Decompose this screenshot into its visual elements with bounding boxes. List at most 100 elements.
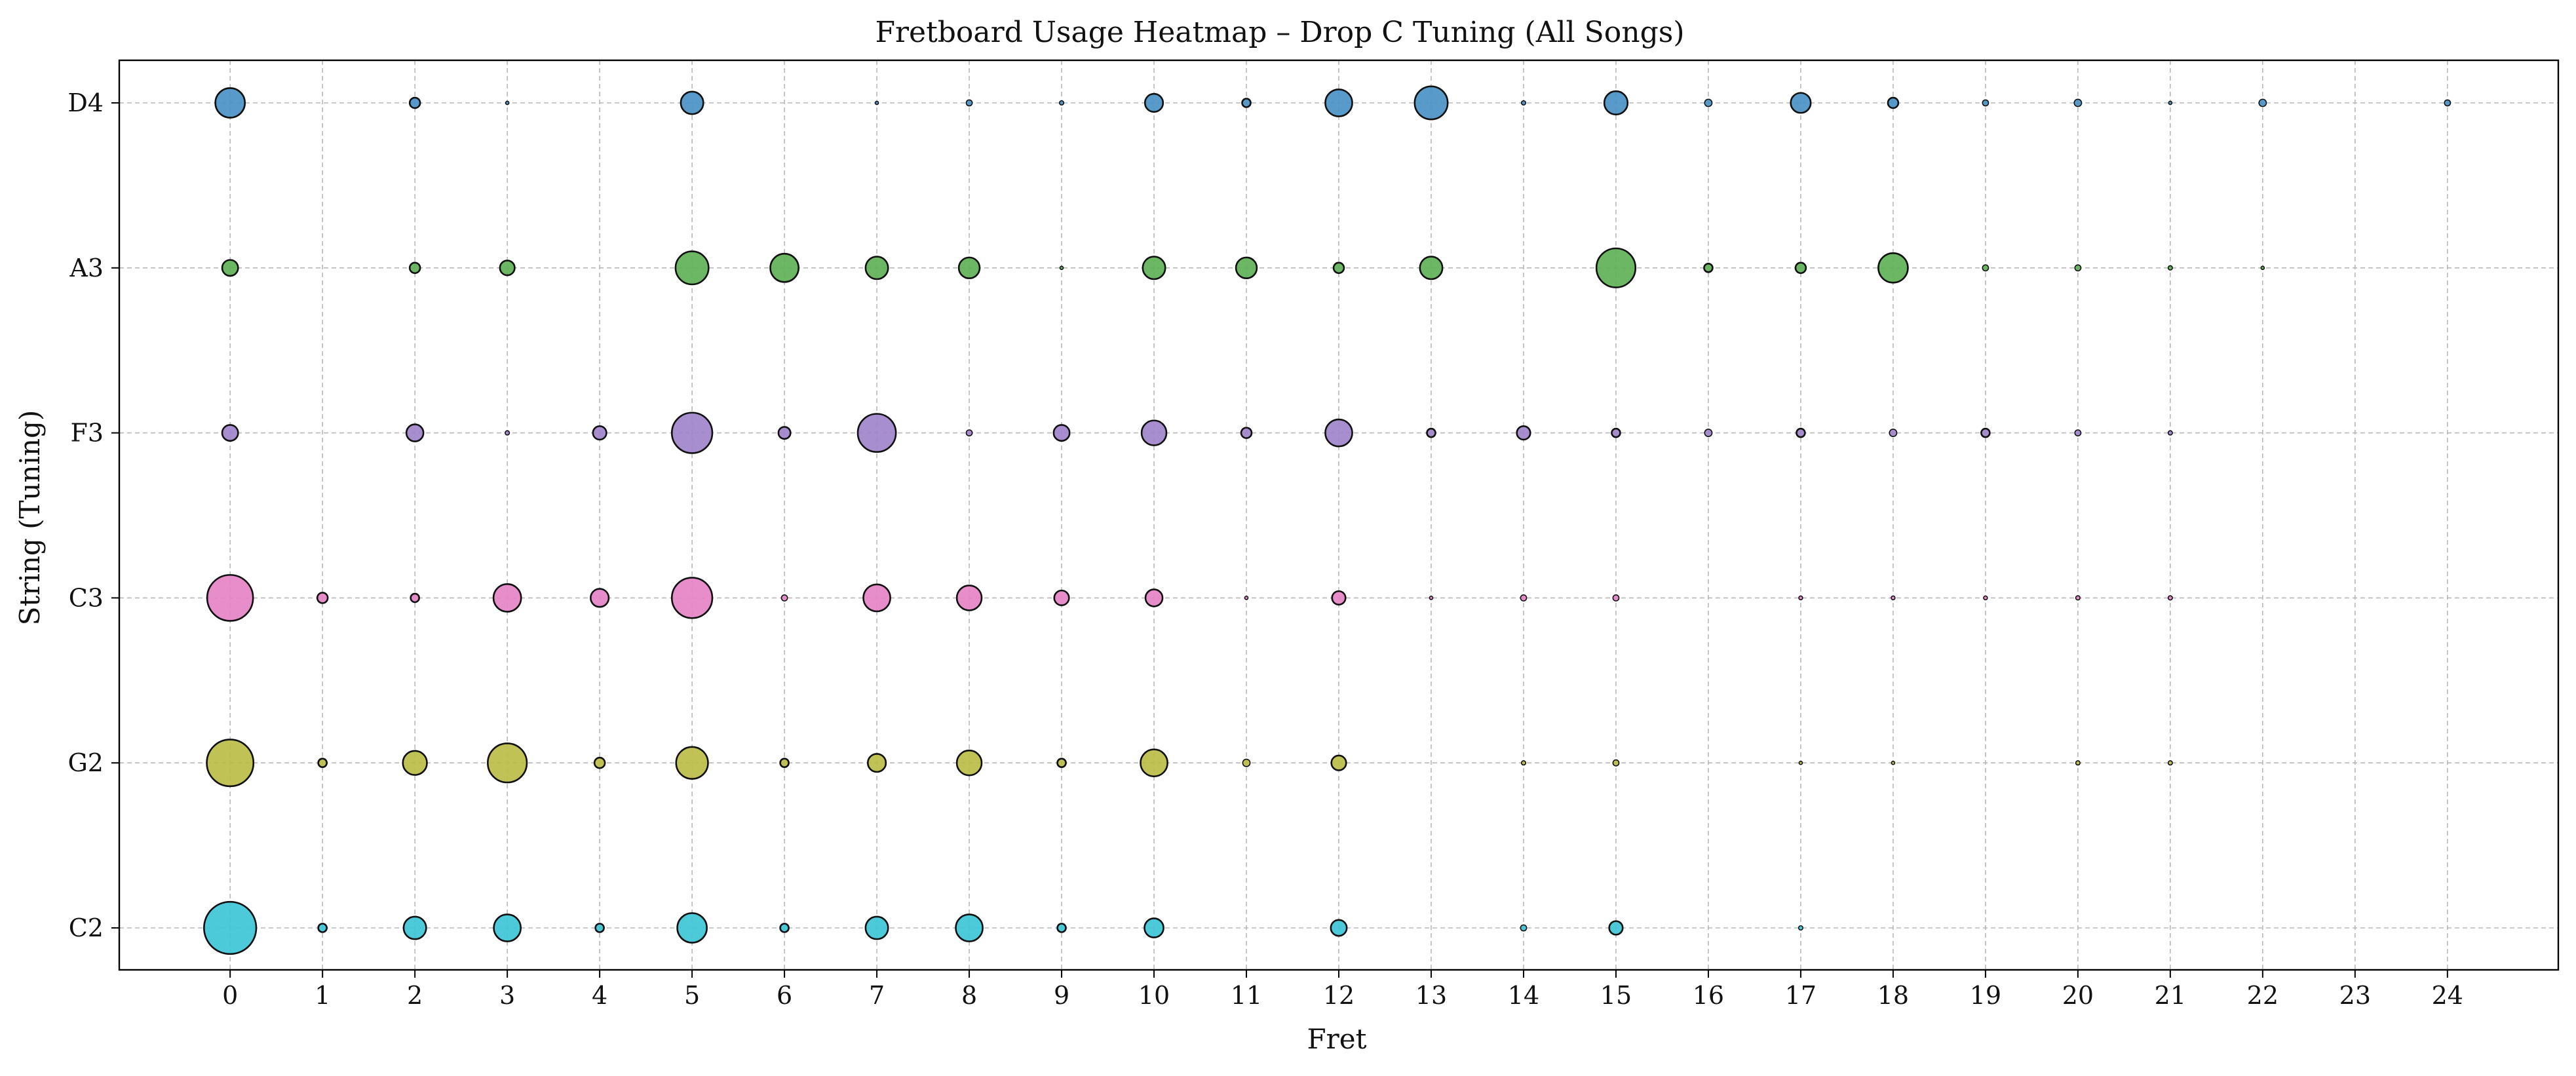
data-point-F3-fret-18 [1889,429,1898,438]
data-point-F3-fret-7 [856,413,897,453]
data-point-C2-fret-0 [203,900,258,955]
data-point-F3-fret-12 [1324,418,1353,448]
data-point-A3-fret-7 [864,256,889,280]
data-point-F3-fret-13 [1426,427,1436,438]
x-tick-label: 11 [1231,981,1262,1010]
x-tick-label: 0 [222,981,238,1010]
data-point-C3-fret-21 [2167,595,2173,601]
y-tick-label: C3 [69,583,104,612]
data-point-G2-fret-2 [402,750,428,776]
data-point-C2-fret-5 [676,912,708,944]
data-point-F3-fret-19 [1980,427,1991,438]
data-point-A3-fret-9 [1059,265,1064,271]
data-point-C3-fret-9 [1053,589,1070,606]
x-tick-label: 10 [1138,981,1170,1010]
data-point-D4-fret-24 [2444,99,2451,107]
data-point-A3-fret-12 [1332,261,1345,275]
data-point-C3-fret-7 [862,583,891,613]
data-point-C2-fret-2 [402,915,427,940]
data-point-C3-fret-11 [1244,596,1249,600]
data-point-C3-fret-12 [1331,590,1347,605]
data-point-A3-fret-21 [2167,265,2173,271]
data-point-G2-fret-12 [1330,754,1347,771]
data-points [203,85,2451,955]
data-point-A3-fret-16 [1703,262,1714,273]
data-point-F3-fret-15 [1611,427,1621,438]
data-point-F3-fret-5 [670,412,714,454]
data-point-A3-fret-20 [2074,264,2082,272]
data-point-D4-fret-20 [2073,98,2083,107]
data-point-F3-fret-16 [1704,429,1713,438]
data-point-G2-fret-10 [1140,748,1168,778]
data-point-D4-fret-13 [1413,85,1449,121]
y-tick-label: G2 [67,748,104,777]
x-tick-label: 16 [1693,981,1724,1010]
data-point-G2-fret-17 [1798,760,1803,765]
data-point-C2-fret-12 [1330,919,1348,937]
data-point-G2-fret-3 [487,742,528,784]
data-point-G2-fret-8 [955,749,983,777]
data-point-G2-fret-0 [206,739,255,788]
x-tick-label: 20 [2062,981,2094,1010]
data-point-G2-fret-14 [1520,760,1527,766]
data-point-D4-fret-2 [408,96,421,109]
y-axis-label: String (Tuning) [14,410,46,626]
data-point-F3-fret-0 [221,424,239,442]
data-point-C3-fret-19 [1983,595,1988,601]
x-tick-label: 14 [1508,981,1539,1010]
data-point-A3-fret-18 [1877,252,1909,284]
data-point-G2-fret-20 [2075,760,2081,766]
x-tick-label: 7 [869,981,885,1010]
data-point-G2-fret-7 [866,753,887,773]
x-tick-label: 23 [2339,981,2371,1010]
data-point-A3-fret-6 [769,252,799,283]
data-point-A3-fret-10 [1142,256,1166,280]
data-point-A3-fret-0 [221,259,239,277]
data-point-A3-fret-19 [1982,264,1990,272]
x-tick-label: 2 [407,981,423,1010]
x-tick-label: 4 [592,981,607,1010]
data-point-F3-fret-17 [1796,427,1806,438]
x-tick-label: 5 [684,981,700,1010]
data-point-C3-fret-4 [590,588,610,608]
data-point-C3-fret-6 [780,594,788,602]
data-point-C3-fret-8 [955,585,983,611]
x-tick-label: 12 [1323,981,1355,1010]
data-point-G2-fret-5 [675,746,709,780]
data-point-A3-fret-15 [1595,247,1637,288]
x-tick-label: 18 [1877,981,1909,1010]
axis-ticks: 0 1 2 3 4 5 6 7 8 9 10 11 12 13 14 15 16 17 18 19 20 21 22 23 24… [67,88,2463,1010]
chart-title: Fretboard Usage Heatmap – Drop C Tuning … [875,16,1684,49]
x-tick-label: 15 [1600,981,1632,1010]
data-point-C3-fret-1 [316,592,329,604]
data-point-D4-fret-11 [1241,98,1252,108]
y-tick-label: C2 [69,913,104,942]
data-point-G2-fret-9 [1056,758,1067,769]
data-point-C2-fret-1 [317,923,328,933]
data-point-D4-fret-3 [505,100,510,106]
data-point-F3-fret-20 [2074,429,2082,436]
data-point-C2-fret-4 [594,923,605,933]
x-tick-label: 1 [315,981,330,1010]
data-point-C2-fret-10 [1144,917,1164,938]
data-point-A3-fret-2 [408,261,421,275]
data-point-D4-fret-17 [1790,92,1812,114]
x-tick-label: 21 [2155,981,2186,1010]
data-point-D4-fret-0 [214,87,246,119]
data-point-D4-fret-15 [1603,90,1629,116]
data-point-A3-fret-11 [1235,256,1258,280]
data-point-G2-fret-11 [1242,758,1251,767]
data-point-A3-fret-5 [674,250,710,286]
y-tick-label: F3 [70,419,104,448]
y-tick-label: D4 [67,88,104,117]
data-point-C3-fret-10 [1144,588,1164,607]
x-axis-label: Fret [1307,1023,1367,1055]
data-point-D4-fret-14 [1520,100,1527,106]
data-point-F3-fret-21 [2167,430,2173,436]
data-point-C2-fret-3 [493,913,522,942]
x-tick-label: 24 [2432,981,2463,1010]
data-point-G2-fret-1 [317,758,328,769]
data-point-C2-fret-14 [1520,924,1528,932]
